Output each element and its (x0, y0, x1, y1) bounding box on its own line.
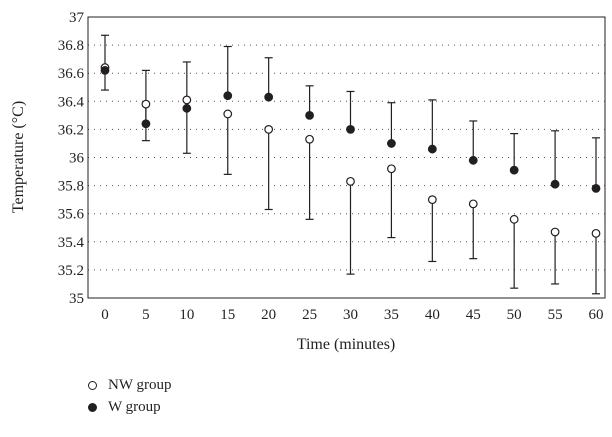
point-w-group (550, 179, 560, 189)
y-tick-label: 35.6 (58, 207, 85, 223)
point-w-group (182, 103, 192, 113)
y-tick-label: 35.4 (58, 235, 85, 251)
legend-item-nw-group: NW group (88, 374, 171, 396)
legend-item-w-group: W group (88, 396, 171, 418)
y-tick-label: 37 (69, 10, 85, 26)
point-nw-group (305, 134, 314, 144)
y-tick-label: 36.2 (58, 122, 84, 138)
x-tick-label: 50 (507, 307, 522, 323)
x-axis-label: Time (minutes) (297, 336, 396, 353)
open-circle-icon (88, 380, 97, 390)
data-points (100, 63, 601, 238)
x-tick-label: 20 (261, 307, 276, 323)
point-w-group (427, 144, 437, 154)
y-axis-ticks: 35 35.2 35.4 35.6 35.8 36 36.2 36.4 36.6 36.8 37 (58, 10, 85, 307)
point-w-group (305, 110, 314, 120)
error-bars (101, 34, 600, 295)
x-tick-label: 10 (179, 307, 194, 323)
x-axis-ticks: 0 5 10 15 20 25 30 35 40 45 50 55 60 (101, 307, 603, 323)
point-nw-group (550, 227, 560, 237)
x-tick-label: 0 (101, 307, 109, 323)
grid-lines (88, 44, 605, 271)
point-w-group (591, 184, 601, 193)
legend-label-w-group: W group (108, 398, 161, 415)
x-tick-label: 25 (302, 307, 317, 323)
point-nw-group (223, 109, 233, 119)
y-tick-label: 36.4 (58, 94, 85, 110)
x-tick-label: 40 (425, 307, 440, 323)
y-axis-label: Temperature (°C) (10, 101, 27, 213)
point-nw-group (591, 228, 601, 238)
x-tick-label: 60 (589, 307, 604, 323)
x-tick-label: 5 (142, 307, 150, 323)
legend: NW group W group (88, 374, 171, 418)
legend-label-nw-group: NW group (108, 376, 172, 393)
plot-area-frame (87, 16, 606, 299)
point-w-group (141, 119, 151, 129)
point-w-group (264, 92, 274, 102)
filled-circle-icon (88, 402, 97, 412)
point-nw-group (468, 199, 478, 209)
y-tick-label: 35 (69, 291, 84, 307)
point-w-group (223, 91, 233, 101)
y-tick-label: 36 (69, 151, 85, 167)
x-tick-label: 45 (466, 307, 481, 323)
point-nw-group (387, 164, 396, 174)
y-tick-label: 35.2 (58, 263, 84, 279)
point-nw-group (509, 214, 519, 224)
y-tick-label: 36.6 (58, 66, 85, 82)
y-tick-label: 36.8 (58, 38, 84, 54)
point-w-group (468, 155, 478, 165)
point-w-group (100, 65, 110, 75)
x-tick-label: 35 (384, 307, 399, 323)
x-tick-label: 30 (343, 307, 358, 323)
point-nw-group (141, 99, 151, 109)
point-nw-group (427, 195, 437, 205)
point-w-group (509, 165, 519, 175)
point-w-group (387, 139, 396, 148)
x-tick-label: 55 (548, 307, 563, 323)
point-w-group (346, 124, 355, 134)
point-nw-group (264, 124, 274, 134)
y-tick-label: 35.8 (58, 179, 84, 195)
x-tick-label: 15 (220, 307, 235, 323)
point-nw-group (346, 176, 355, 186)
point-nw-group (182, 95, 192, 105)
